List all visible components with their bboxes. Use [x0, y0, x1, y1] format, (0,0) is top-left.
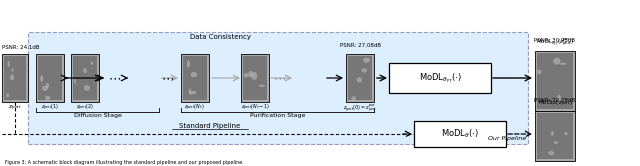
Bar — [36, 54, 64, 102]
Ellipse shape — [548, 151, 554, 155]
Text: Diffusion Stage: Diffusion Stage — [74, 113, 122, 118]
Bar — [241, 54, 269, 102]
Ellipse shape — [554, 141, 558, 144]
Bar — [346, 54, 374, 102]
Ellipse shape — [83, 68, 87, 73]
Bar — [181, 54, 209, 102]
Ellipse shape — [252, 72, 257, 80]
Ellipse shape — [84, 85, 90, 91]
Ellipse shape — [363, 58, 370, 63]
Ellipse shape — [362, 68, 367, 73]
FancyBboxPatch shape — [28, 32, 528, 144]
Text: MoDL$_{\theta_{\mathrm{FT}}}(z^{\mathrm{pur}}_{\mathrm{pert}})$: MoDL$_{\theta_{\mathrm{FT}}}(z^{\mathrm{… — [536, 37, 574, 49]
Bar — [2, 54, 28, 102]
Text: $z_{\mathrm{pert}}$: $z_{\mathrm{pert}}$ — [8, 104, 22, 113]
Ellipse shape — [90, 62, 93, 65]
Bar — [537, 113, 573, 159]
Text: $z_{\mathrm{pert}}(1)$: $z_{\mathrm{pert}}(1)$ — [41, 103, 59, 113]
Ellipse shape — [46, 83, 49, 89]
Bar — [71, 54, 99, 102]
Text: PSNR: 30.98dB: PSNR: 30.98dB — [534, 38, 575, 43]
Bar — [348, 56, 372, 100]
Text: PSNR: 27.08dB: PSNR: 27.08dB — [339, 43, 381, 48]
Text: PSNR: 20.28dB: PSNR: 20.28dB — [534, 98, 575, 103]
Bar — [4, 56, 26, 100]
Ellipse shape — [564, 132, 568, 135]
Ellipse shape — [537, 70, 541, 75]
Ellipse shape — [12, 68, 13, 72]
Ellipse shape — [259, 85, 266, 87]
Ellipse shape — [45, 96, 51, 100]
Ellipse shape — [8, 61, 10, 67]
Ellipse shape — [189, 88, 191, 95]
Bar — [537, 53, 573, 109]
FancyBboxPatch shape — [414, 121, 506, 147]
Text: MoDL$_{\theta}(z_{\mathrm{pert}})$: MoDL$_{\theta}(z_{\mathrm{pert}})$ — [538, 99, 572, 109]
Text: Standard Pipeline: Standard Pipeline — [179, 123, 241, 129]
Text: $z_{\mathrm{pert}}(N_{t^{\prime}}\!-\!1)$: $z_{\mathrm{pert}}(N_{t^{\prime}}\!-\!1)… — [241, 103, 269, 113]
Text: Figure 3: A schematic block diagram illustrating the standard pipeline and our p: Figure 3: A schematic block diagram illu… — [5, 160, 244, 165]
Text: MoDL$_{\theta_{\mathrm{FT}}}(\cdot)$: MoDL$_{\theta_{\mathrm{FT}}}(\cdot)$ — [419, 71, 461, 85]
Text: PSNR: 24.1dB: PSNR: 24.1dB — [2, 45, 40, 50]
Bar — [183, 56, 207, 100]
Ellipse shape — [560, 63, 566, 65]
Bar — [535, 51, 575, 111]
Ellipse shape — [356, 77, 362, 83]
Ellipse shape — [248, 71, 253, 77]
Text: $\cdots$: $\cdots$ — [161, 72, 175, 84]
Text: Data Consistency: Data Consistency — [189, 34, 250, 40]
Text: Our Pipeline: Our Pipeline — [488, 136, 526, 141]
FancyBboxPatch shape — [389, 63, 491, 93]
Ellipse shape — [551, 131, 554, 136]
Ellipse shape — [191, 72, 197, 77]
Text: $z_{\mathrm{pert}}(2)$: $z_{\mathrm{pert}}(2)$ — [76, 103, 94, 113]
Text: Purification Stage: Purification Stage — [250, 113, 305, 118]
Ellipse shape — [187, 60, 190, 68]
Bar — [38, 56, 62, 100]
Text: $\cdots$: $\cdots$ — [273, 72, 287, 84]
Bar — [73, 56, 97, 100]
Ellipse shape — [189, 91, 196, 94]
Ellipse shape — [351, 96, 356, 101]
Text: $\cdots$: $\cdots$ — [108, 72, 122, 84]
Ellipse shape — [6, 93, 9, 97]
Bar — [535, 111, 575, 161]
Text: MoDL$_{\theta}(\cdot)$: MoDL$_{\theta}(\cdot)$ — [441, 128, 479, 140]
Text: $z_{\mathrm{pert}}(N_{t^{\prime}})$: $z_{\mathrm{pert}}(N_{t^{\prime}})$ — [184, 103, 205, 113]
Ellipse shape — [74, 79, 76, 84]
Ellipse shape — [557, 95, 561, 101]
Ellipse shape — [553, 58, 561, 65]
Text: $z_{\mathrm{pert}}(0)=z^{\mathrm{pur}}_{\mathrm{pert}}$: $z_{\mathrm{pert}}(0)=z^{\mathrm{pur}}_{… — [343, 103, 377, 115]
Ellipse shape — [40, 75, 44, 82]
Ellipse shape — [244, 73, 249, 78]
Bar — [243, 56, 267, 100]
Ellipse shape — [10, 74, 14, 81]
Ellipse shape — [42, 86, 48, 91]
